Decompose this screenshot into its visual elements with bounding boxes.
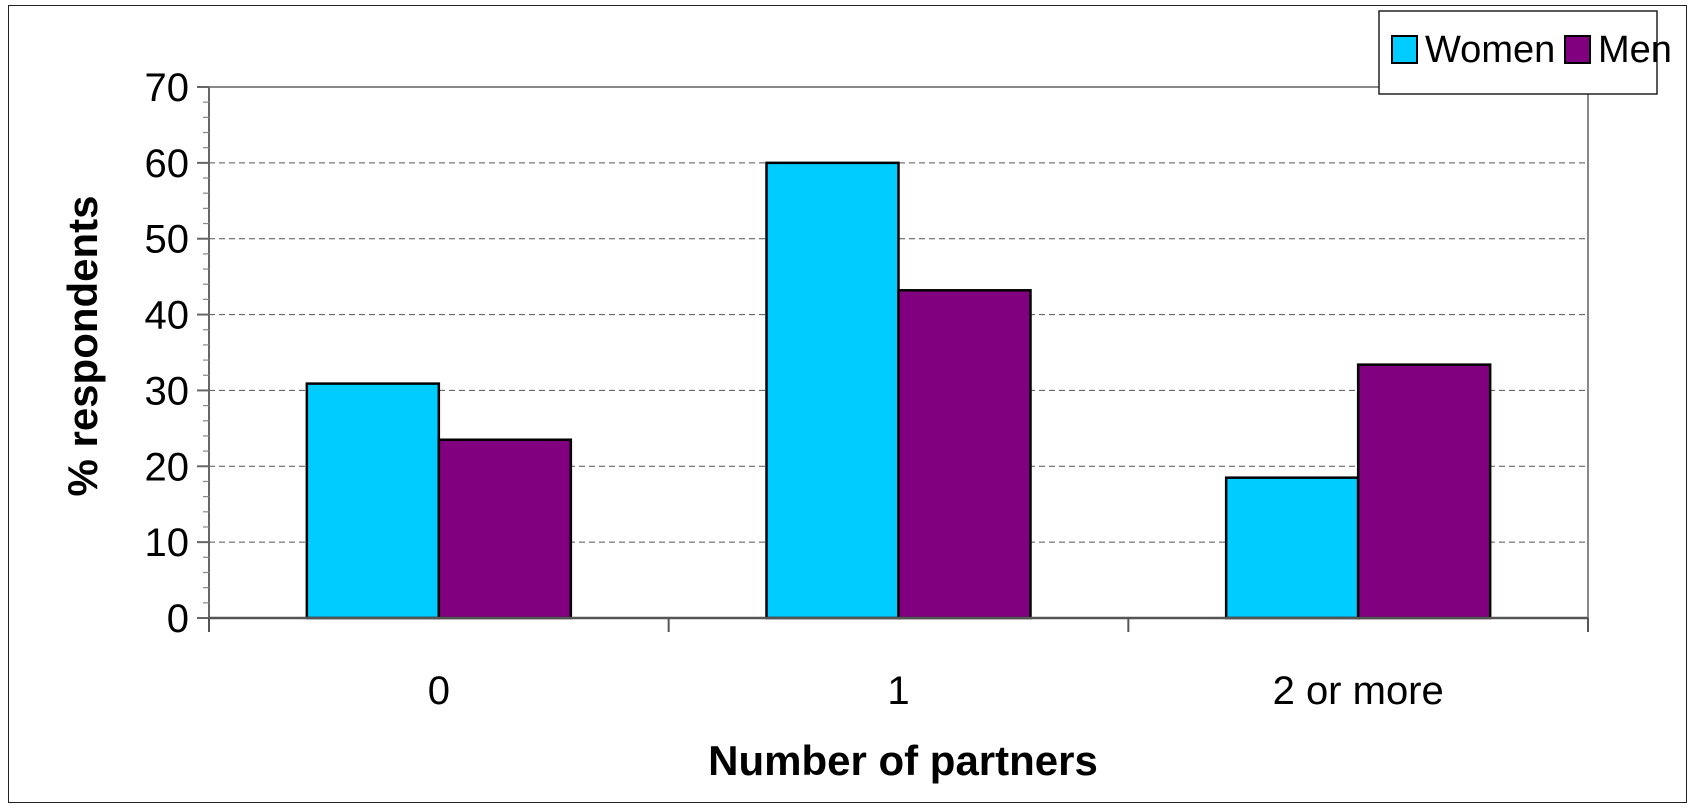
bar-women-2-or-more — [1224, 476, 1360, 620]
y-tick-label-10: 10 — [145, 521, 190, 565]
x-axis-title: Number of partners — [708, 737, 1098, 784]
bars — [305, 161, 1492, 620]
y-tick-label-50: 50 — [145, 218, 190, 262]
y-tick-label-20: 20 — [145, 445, 190, 489]
bar-women-1 — [765, 161, 900, 620]
y-tick-label-0: 0 — [167, 597, 189, 641]
y-tick-label-30: 30 — [145, 369, 190, 413]
y-axis-title: % respondents — [59, 195, 106, 496]
bar-men-0 — [437, 438, 573, 620]
bar-women-0 — [305, 382, 441, 620]
tick-labels: 0 1 2 or more 0 10 20 30 40 50 60 70 — [145, 66, 1444, 713]
legend-swatch-women — [1391, 35, 1418, 64]
bar-men-1 — [897, 289, 1032, 620]
x-tick-label-0: 0 — [428, 669, 450, 713]
y-tick-label-60: 60 — [145, 142, 190, 186]
x-tick-label-1: 1 — [887, 669, 909, 713]
legend-swatch-men — [1564, 35, 1591, 64]
x-tick-label-2-or-more: 2 or more — [1273, 669, 1444, 713]
legend-box — [1378, 10, 1658, 95]
legend-label-men: Men — [1598, 29, 1672, 71]
legend-label-women: Women — [1425, 29, 1555, 71]
legend: Women Men — [1378, 10, 1672, 95]
axes — [197, 86, 1589, 632]
y-tick-label-40: 40 — [145, 294, 190, 338]
bar-men-2-or-more — [1356, 363, 1492, 620]
y-tick-label-70: 70 — [145, 66, 190, 110]
